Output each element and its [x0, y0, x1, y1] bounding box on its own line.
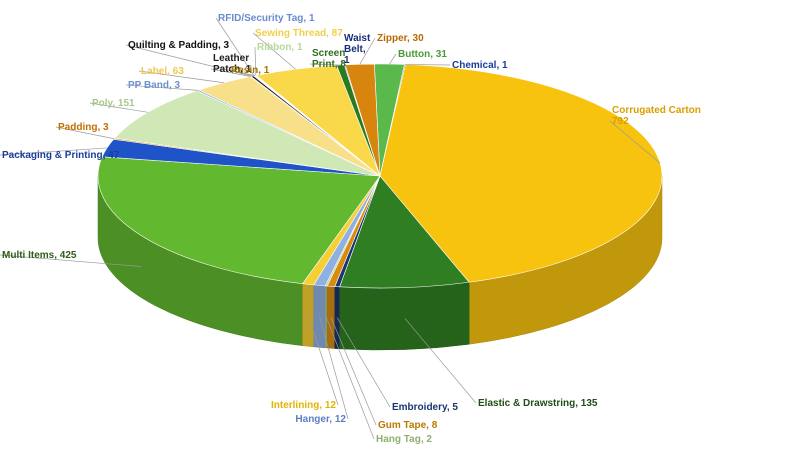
leader-padding	[55, 126, 115, 140]
leader-elastic-drawstring	[404, 318, 477, 404]
pie-top-faces	[97, 63, 663, 289]
label-poly: Poly, 151	[92, 98, 135, 109]
leader-poly	[89, 102, 149, 113]
label-chemical: Chemical, 1	[452, 60, 508, 71]
pie-slice-multi-items	[97, 156, 381, 285]
label-zipper: Zipper, 30	[377, 33, 424, 44]
leader-button	[389, 53, 397, 65]
leader-sewing-thread	[252, 32, 296, 70]
label-padding: Padding, 3	[58, 122, 109, 133]
slice-labels: Button, 31 Chemical, 1 Corrugated Carton 79…	[2, 13, 701, 445]
leader-corrugated-carton	[609, 120, 661, 164]
label-resin: Resin, 1	[231, 65, 270, 76]
label-hanger: Hanger, 12	[295, 414, 346, 425]
label-label: Label, 63	[141, 66, 184, 77]
leader-quilting-padding	[125, 44, 253, 77]
leader-leather-patch	[210, 68, 251, 77]
leader-embroidery	[336, 317, 391, 408]
label-elastic-drawstring: Elastic & Drawstring, 135	[478, 398, 598, 409]
leader-multi-items	[0, 254, 142, 267]
label-corrugated-carton: Corrugated Carton 792	[612, 105, 701, 127]
leader-packaging-printing	[0, 147, 108, 156]
pie-slice-zipper	[344, 63, 381, 177]
pie-slice-poly	[113, 90, 381, 177]
leader-waist-belt	[341, 59, 346, 66]
label-quilting-padding: Quilting & Padding, 3	[128, 40, 230, 51]
label-rfid-security-tag: RFID/Security Tag, 1	[218, 13, 315, 24]
pie-slice-elastic-drawstring	[339, 175, 470, 289]
pie-side-interlining	[302, 283, 315, 348]
label-embroidery: Embroidery, 5	[392, 402, 458, 413]
leader-interlining	[307, 315, 339, 406]
leader-resin	[228, 69, 256, 76]
label-waist-belt: Waist Belt, 1	[344, 33, 371, 66]
label-leather-patch: Leather Patch, 1	[213, 53, 252, 75]
label-gum-tape: Gum Tape, 8	[378, 420, 438, 431]
label-packaging-printing: Packaging & Printing, 47	[2, 150, 120, 161]
label-button: Button, 31	[398, 49, 447, 60]
leader-screen-print	[309, 63, 341, 66]
label-hang-tag: Hang Tag, 2	[376, 434, 432, 445]
pie-side-embroidery	[334, 286, 340, 350]
leader-label	[138, 70, 224, 84]
label-ribbon: Ribbon, 1	[257, 42, 303, 53]
label-sewing-thread: Sewing Thread, 87	[255, 28, 343, 39]
pie-side-elastic-drawstring	[339, 281, 470, 351]
leader-hang-tag	[325, 316, 375, 440]
label-screen-print: Screen Print, 8	[312, 48, 346, 70]
label-pp-band: PP Band, 3	[128, 80, 180, 91]
pie-side-gum-tape	[326, 285, 336, 349]
label-multi-items: Multi Items, 425	[2, 250, 77, 261]
leader-chemical	[404, 64, 451, 66]
leader-gum-tape	[330, 317, 377, 426]
leader-ribbon	[254, 46, 257, 76]
leader-hanger	[319, 316, 349, 420]
leader-pp-band	[125, 84, 199, 91]
leader-rfid-security-tag	[215, 17, 255, 76]
pie-slice-corrugated-carton	[379, 64, 663, 283]
leader-zipper	[359, 37, 376, 65]
leader-lines	[0, 17, 661, 440]
label-interlining: Interlining, 12	[271, 400, 336, 411]
